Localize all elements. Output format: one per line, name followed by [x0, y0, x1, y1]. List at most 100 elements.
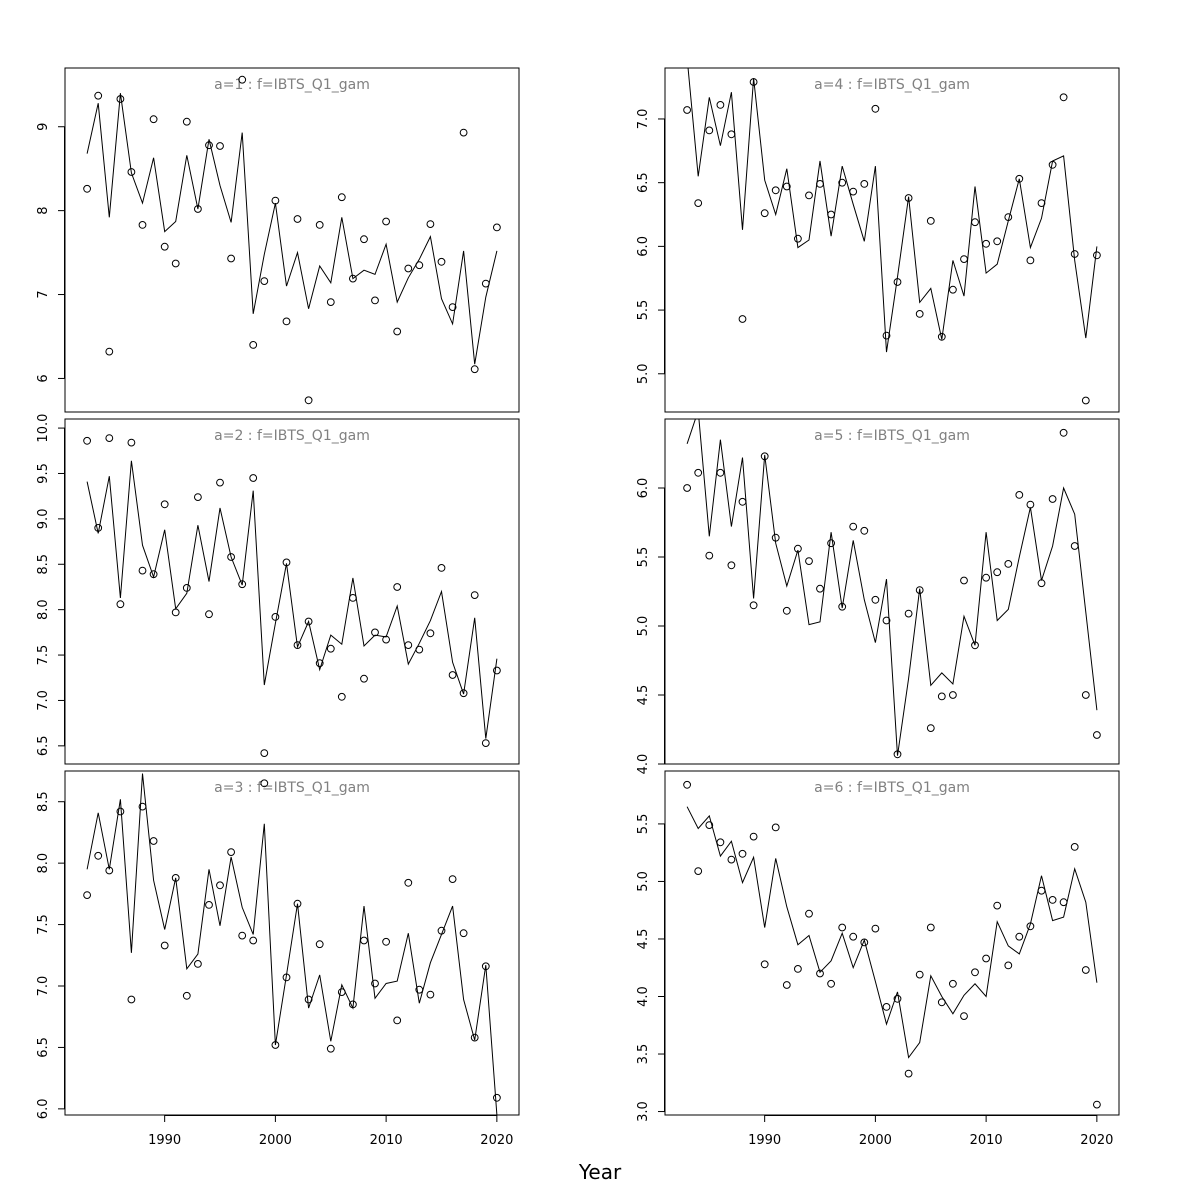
observed-point	[849, 932, 858, 941]
observed-point	[437, 926, 446, 935]
observed-point	[760, 960, 769, 969]
plot-area	[687, 68, 1098, 353]
observed-point	[993, 901, 1002, 910]
observed-point	[415, 645, 424, 654]
observed-point	[382, 635, 391, 644]
observed-point	[782, 981, 791, 989]
observed-point	[149, 115, 158, 124]
observed-point	[337, 692, 346, 701]
y-tick-label: 6.5	[36, 735, 51, 756]
observed-point	[493, 223, 501, 232]
observed-point	[982, 954, 990, 963]
y-tick-label: 8.0	[36, 599, 51, 620]
panel-title: a=4 : f=IBTS_Q1_gam	[814, 77, 970, 93]
observed-point	[838, 178, 847, 187]
observed-point	[127, 995, 136, 1004]
observed-point	[1070, 250, 1079, 258]
observed-point	[94, 91, 103, 100]
observed-point	[1081, 396, 1090, 405]
plot-area	[86, 93, 498, 365]
observed-point	[249, 474, 258, 482]
y-tick-label: 6.0	[36, 1099, 51, 1120]
observed-point	[949, 691, 957, 699]
observed-point	[470, 365, 479, 374]
observed-point	[926, 217, 935, 225]
x-tick-label: 2020	[480, 1133, 513, 1148]
observed-point	[459, 128, 468, 137]
observed-point	[971, 968, 979, 977]
observed-point	[194, 493, 202, 502]
y-tick-label: 7	[36, 290, 51, 298]
y-tick-label: 8.5	[36, 791, 51, 812]
y-tick-label: 6.5	[636, 172, 651, 193]
observed-point	[404, 264, 413, 273]
y-tick-label: 5.5	[636, 300, 651, 321]
observed-point	[727, 561, 736, 570]
observed-point	[448, 875, 457, 883]
observed-point	[315, 659, 324, 668]
observed-point	[238, 75, 247, 84]
observed-point	[182, 991, 191, 1000]
observed-point	[926, 724, 935, 732]
observed-point	[205, 901, 213, 909]
observed-point	[1037, 199, 1046, 208]
observed-point	[971, 218, 979, 227]
observed-point	[360, 936, 368, 945]
observed-point	[993, 568, 1002, 577]
observed-point	[1004, 560, 1013, 568]
observed-point	[849, 187, 858, 196]
observed-point	[1081, 691, 1090, 699]
y-tick-label: 9.0	[36, 509, 51, 530]
observed-point	[915, 586, 924, 594]
plot-frame	[664, 770, 1120, 1116]
observed-point	[271, 196, 280, 205]
observed-point	[171, 259, 180, 268]
panels: 6 7 8 9 a=1 : f=IBTS_Q1_gam 5.0 5.5 6.0 6.5 7.0 a=…	[36, 67, 1120, 1148]
y-tick-label: 7.0	[36, 690, 51, 711]
observed-point	[160, 242, 169, 251]
observed-point	[448, 671, 457, 679]
observed-point	[127, 438, 136, 447]
observed-point	[960, 1012, 968, 1020]
observed-point	[360, 235, 368, 244]
observed-point	[1070, 542, 1079, 550]
fitted-line	[686, 806, 1098, 1059]
observed-point	[271, 1041, 280, 1049]
observed-point	[694, 199, 703, 208]
x-tick-label: 2020	[1080, 1133, 1113, 1148]
y-tick-label: 6	[36, 374, 51, 382]
observed-point	[816, 969, 824, 978]
observed-point	[349, 274, 357, 283]
observed-point	[160, 500, 169, 509]
observed-point	[871, 924, 880, 933]
observed-point	[694, 867, 703, 875]
observed-point	[138, 802, 147, 811]
observed-point	[481, 739, 490, 747]
observed-point	[1037, 886, 1046, 895]
observed-point	[448, 303, 457, 312]
observed-point	[937, 998, 946, 1007]
x-tick-label: 2000	[259, 1133, 292, 1148]
observed-point	[716, 468, 725, 477]
observed-point	[827, 539, 835, 548]
x-tick-label: 2010	[370, 1133, 403, 1148]
observed-point	[382, 937, 391, 946]
observed-point	[393, 583, 402, 591]
observed-point	[871, 104, 880, 113]
observed-point	[816, 180, 824, 188]
observed-point	[337, 193, 346, 202]
y-tick-label: 7.5	[36, 645, 51, 666]
observed-point	[771, 823, 780, 832]
observed-point	[805, 557, 813, 565]
observed-point	[716, 101, 725, 109]
observed-point	[794, 544, 802, 553]
observed-point	[304, 995, 313, 1004]
observed-point	[371, 628, 379, 637]
observed-point	[138, 566, 147, 575]
observed-point	[915, 970, 924, 979]
observed-point	[393, 327, 402, 336]
observed-point	[805, 909, 813, 918]
observed-point	[371, 296, 379, 305]
observed-point	[893, 750, 902, 759]
observed-point	[849, 522, 858, 531]
